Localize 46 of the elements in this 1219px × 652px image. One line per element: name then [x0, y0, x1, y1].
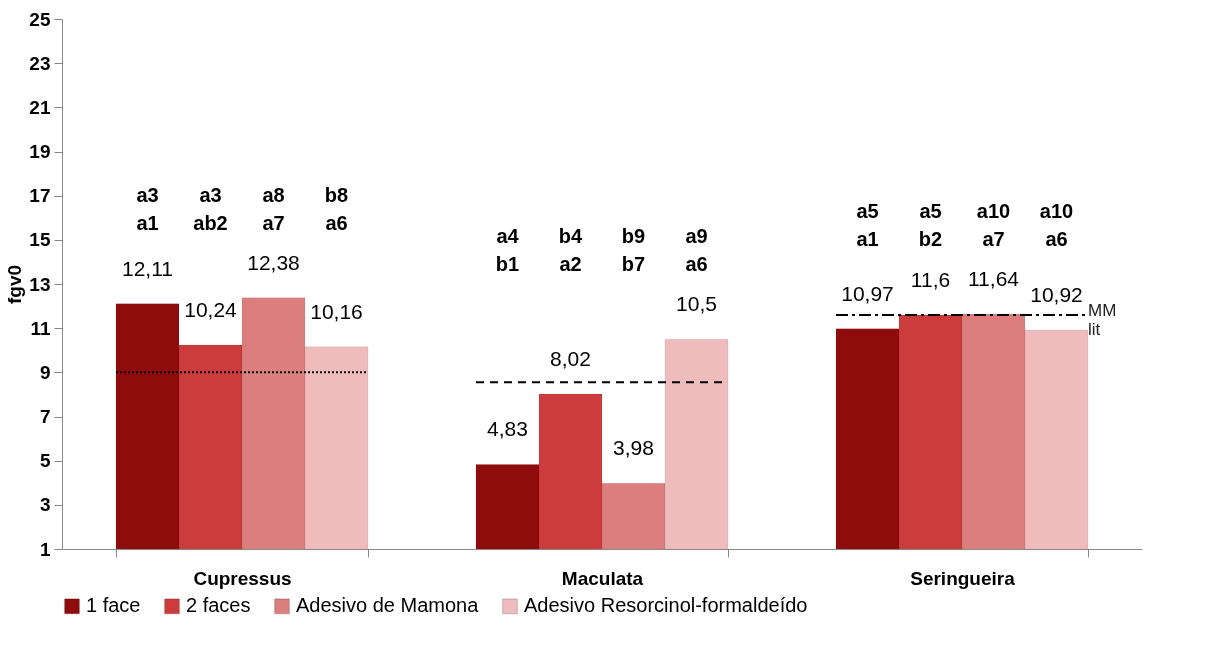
y-tick-label: 1 [39, 538, 51, 560]
data-label: 11,6 [910, 267, 951, 291]
x-tick-label: Cupressus [193, 567, 292, 589]
annotation: b9 b7 [621, 225, 646, 276]
annotation: a8 a7 [262, 183, 285, 234]
y-tick-label: 13 [29, 273, 51, 295]
y-tick-label: 3 [39, 494, 51, 516]
annotation: a9 a6 [685, 225, 708, 276]
y-tick-label: 5 [39, 450, 51, 472]
data-label: 10,24 [184, 297, 238, 321]
data-label: 11,64 [968, 267, 1020, 291]
annotation: a5 b2 [918, 200, 943, 251]
y-tick-label: 11 [30, 317, 51, 339]
data-label: 12,38 [247, 250, 300, 274]
x-tick-label: Seringueira [910, 567, 1016, 589]
annotation: a5 a1 [856, 200, 879, 251]
y-tick-label: 21 [29, 96, 51, 118]
data-label: 8,02 [550, 346, 591, 370]
data-label: 10,97 [841, 281, 894, 305]
legend-label: 1 face [86, 594, 141, 617]
y-tick-label: 17 [29, 185, 51, 207]
x-tick-label: Maculata [561, 567, 644, 589]
annotation: a10 a6 [1039, 200, 1074, 251]
y-tick-label: 15 [29, 229, 51, 251]
annotation: a3 ab2 [193, 183, 228, 234]
annotation: a4 b1 [495, 225, 520, 276]
y-tick-label: 23 [29, 52, 51, 74]
ref-line-label: MM lit [1088, 300, 1117, 339]
data-label: 12,11 [122, 256, 173, 280]
data-label: 4,83 [487, 417, 528, 441]
y-tick-label: 7 [39, 406, 51, 427]
legend-label: Adesivo de Mamona [296, 594, 480, 617]
data-label: 10,92 [1030, 282, 1083, 306]
legend-label: 2 faces [186, 594, 251, 617]
data-label: 10,5 [676, 292, 717, 316]
y-tick-label: 9 [39, 361, 51, 383]
annotation: b8 a6 [324, 183, 349, 234]
annotation: b4 a2 [558, 225, 584, 276]
data-label: 3,98 [613, 436, 654, 460]
legend-label: Adesivo Resorcinol-formaldeído [524, 594, 808, 617]
y-tick-label: 25 [29, 8, 51, 30]
annotation: a10 a7 [976, 200, 1011, 251]
y-tick-label: 19 [29, 141, 51, 162]
annotation: a3 a1 [136, 183, 159, 234]
y-axis-title: fgv0 [4, 264, 26, 305]
data-label: 10,16 [310, 299, 363, 323]
